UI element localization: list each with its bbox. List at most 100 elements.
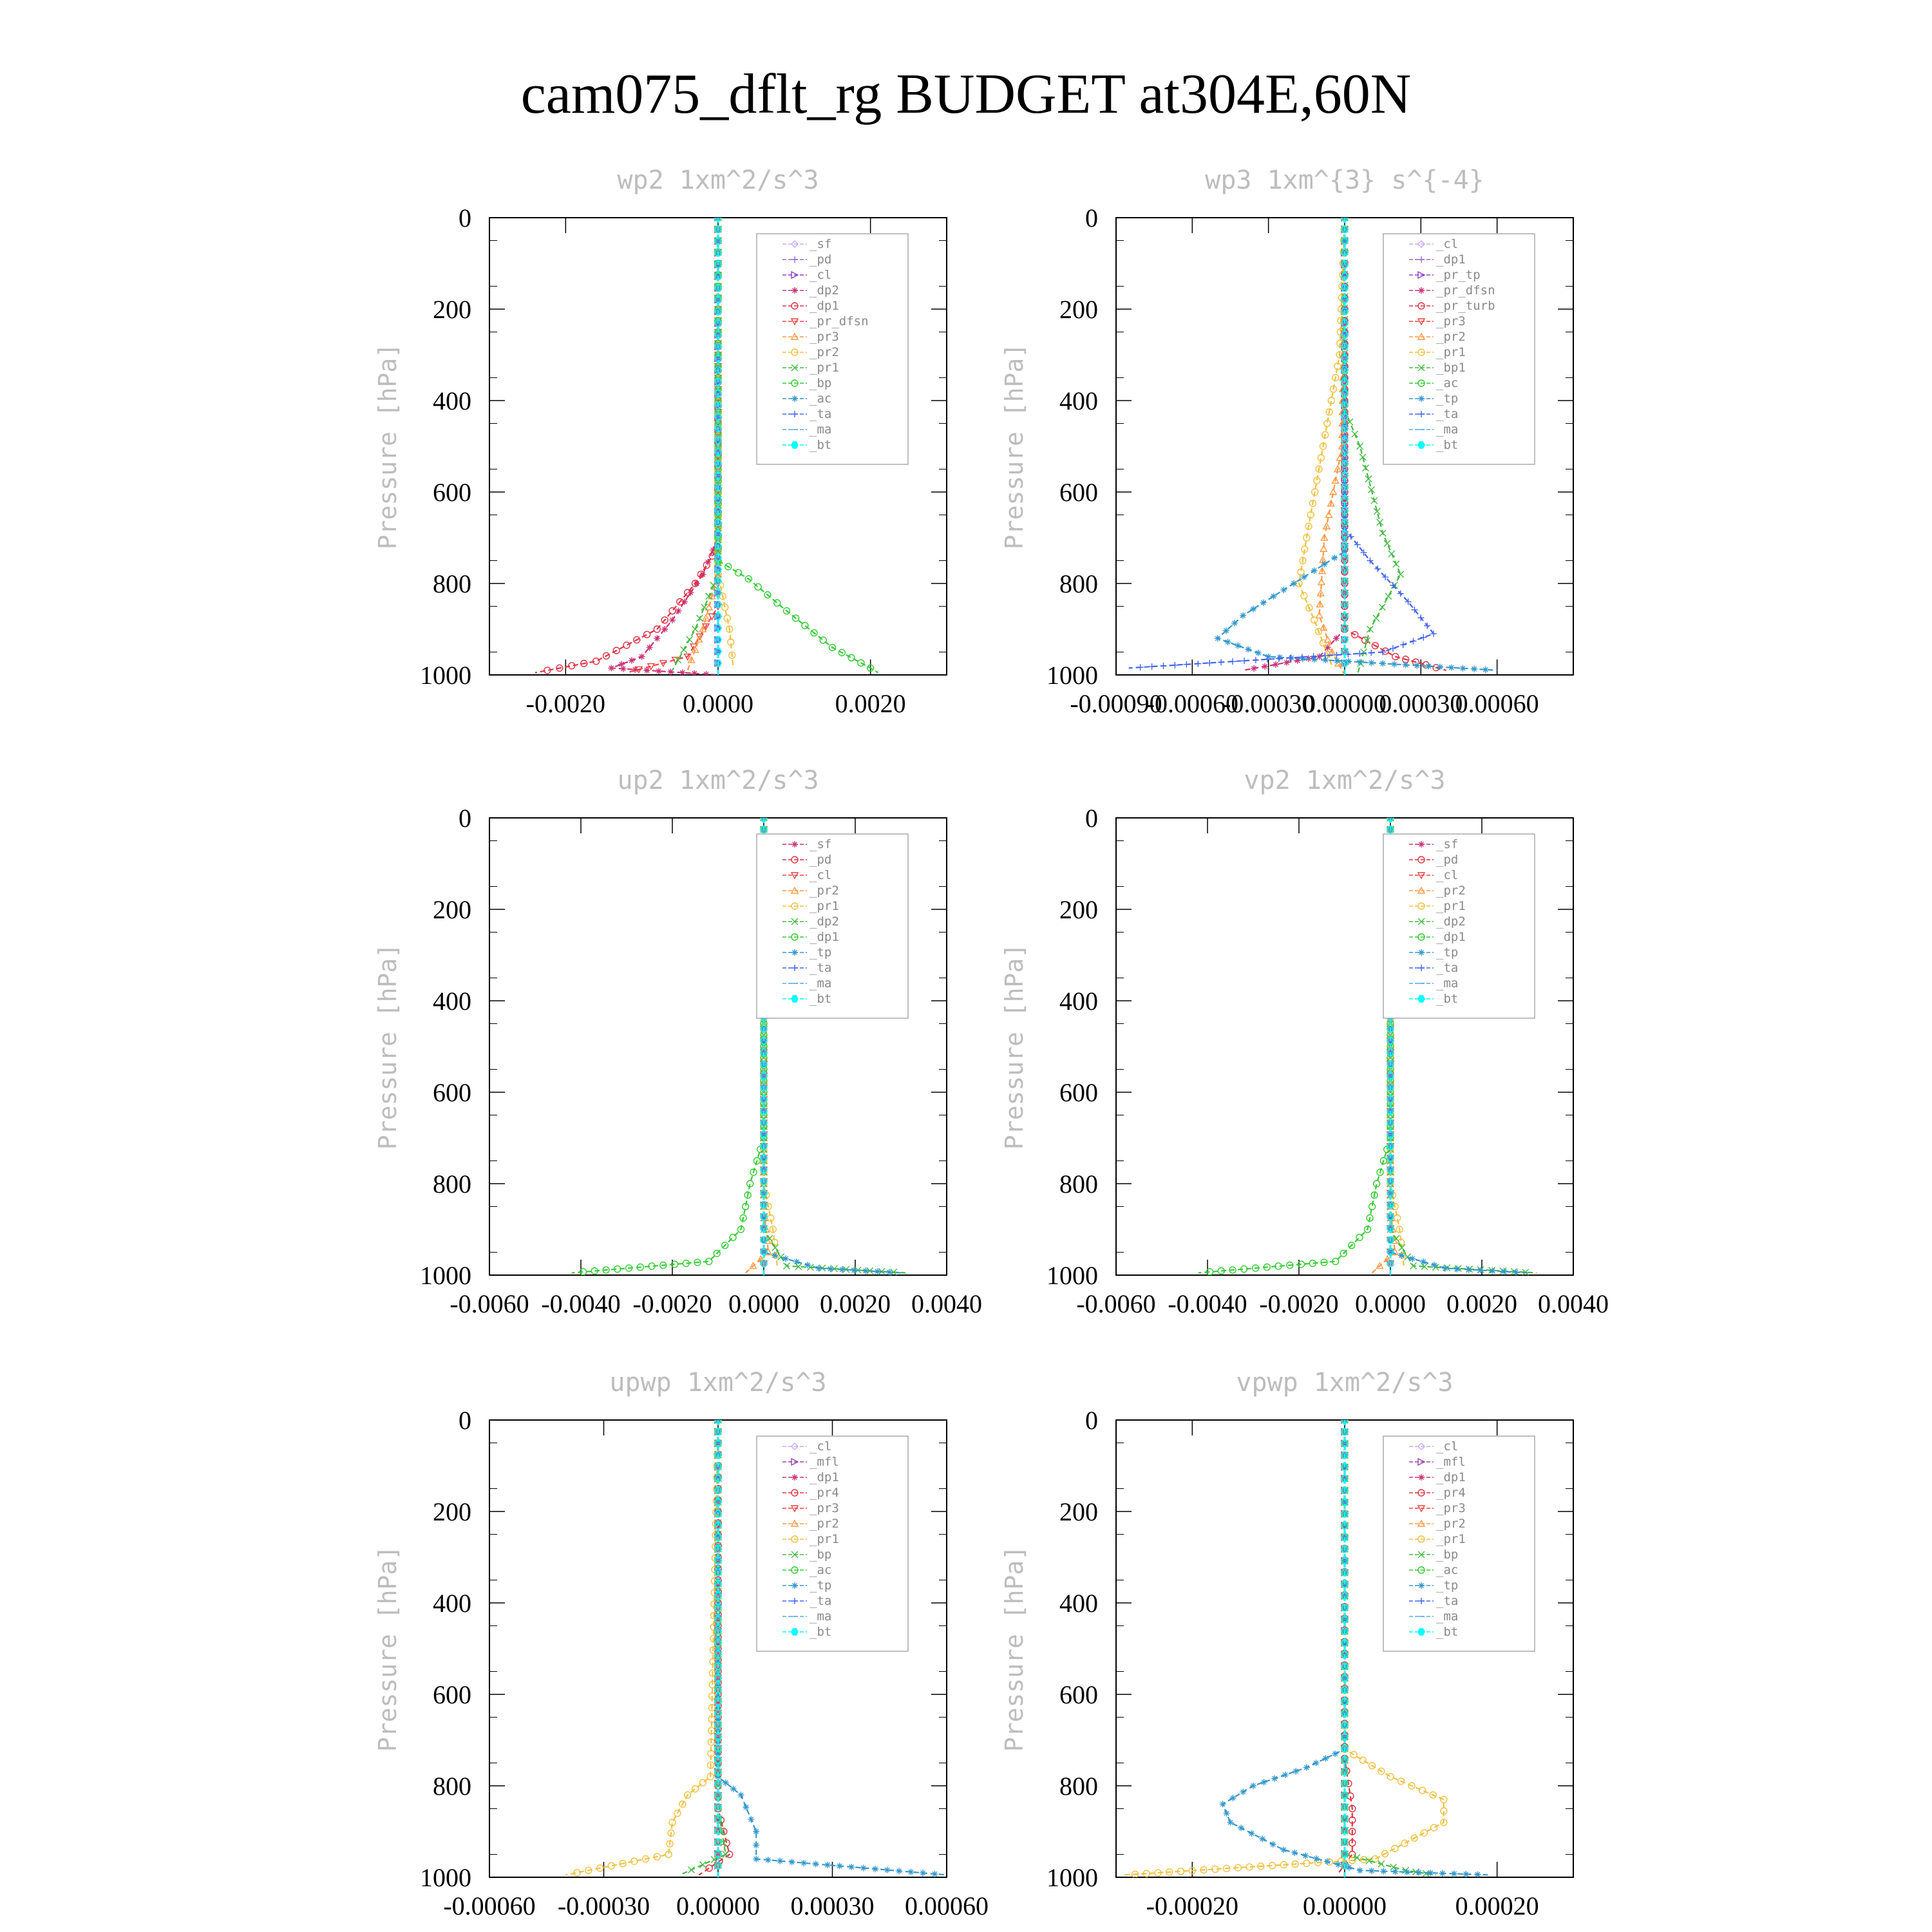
legend: _cl_mfl_dp1_pr4_pr3_pr2_pr1_bp_ac_tp_ta_… (756, 1435, 909, 1652)
legend-entry: _ac (810, 1563, 831, 1577)
x-tick-label: 0.00020 (1455, 1891, 1539, 1920)
chart-panel: wp3 1xm^{3} s^{-4} Pressure [hPa] 0 200 400 6… (1000, 166, 1574, 718)
panel-title: upwp 1xm^2/s^3 (609, 1368, 826, 1397)
x-tick-label: 0.00030 (791, 1891, 875, 1920)
legend-entry: _dp2 (810, 283, 839, 298)
legend-entry: _pd (1436, 853, 1458, 867)
legend-entry: _cl (810, 1439, 831, 1454)
series-group (1128, 218, 1497, 675)
series-line (687, 218, 719, 671)
y-tick-label: 1000 (1046, 661, 1098, 690)
legend-entry: _bp (810, 376, 831, 390)
legend-swatch-marker (1417, 1535, 1425, 1543)
y-tick-label: 600 (433, 1680, 471, 1709)
x-tick-label: 0.00060 (905, 1891, 989, 1920)
legend-swatch-marker (1417, 1443, 1425, 1450)
series-markers (1341, 1420, 1349, 1870)
legend-entry: _bp1 (1436, 361, 1466, 375)
legend-swatch-marker (1417, 856, 1425, 864)
x-tick-label: 0.0020 (820, 1289, 891, 1318)
legend-swatch-marker (1417, 933, 1425, 941)
y-tick-label: 200 (433, 1497, 471, 1526)
legend-entry: _mfl (1436, 1455, 1466, 1469)
legend-swatch-marker (1417, 1505, 1426, 1513)
legend-entry: _pr1 (1436, 899, 1466, 913)
legend-swatch-marker (1417, 886, 1426, 894)
legend-swatch-marker (1417, 379, 1425, 387)
legend-entry: _ma (1436, 422, 1458, 437)
legend-box (756, 1435, 909, 1652)
legend-box (756, 233, 909, 465)
legend-swatch-marker (1417, 995, 1425, 1003)
legend-entry: _pr2 (1436, 884, 1466, 898)
series-line (626, 218, 719, 674)
legend-swatch-marker (791, 918, 799, 925)
series-line (1389, 818, 1405, 1269)
x-tick-label: -0.00020 (1146, 1891, 1238, 1920)
legend-entry: _ta (810, 1594, 831, 1608)
x-tick-label: 0.0020 (1446, 1289, 1517, 1318)
y-tick-label: 800 (1059, 1772, 1098, 1801)
legend-entry: _pr3 (810, 330, 839, 344)
legend-entry: _pd (810, 853, 831, 867)
legend-swatch-marker (1418, 1598, 1425, 1604)
legend-swatch-marker (791, 441, 799, 449)
legend-entry: _ma (810, 422, 831, 437)
legend-entry: _pr3 (1436, 314, 1466, 328)
legend-entry: _dp2 (1436, 914, 1466, 929)
legend-entry: _dp1 (1436, 930, 1466, 944)
legend-swatch-marker (1418, 1582, 1425, 1589)
legend-entry: _bt (1436, 1625, 1458, 1639)
legend-entry: _bt (1436, 992, 1458, 1006)
y-tick-label: 400 (1059, 987, 1098, 1016)
y-tick-label: 1000 (1046, 1261, 1098, 1290)
panel-title: vpwp 1xm^2/s^3 (1236, 1368, 1453, 1397)
legend-box (756, 833, 909, 1019)
legend-swatch-marker (1417, 1628, 1425, 1636)
x-tick-label: 0.00060 (1455, 689, 1539, 718)
chart-panel: vpwp 1xm^2/s^3 Pressure [hPa] 0 200 400 600 80… (1000, 1368, 1574, 1920)
legend-entry: _bt (1436, 438, 1458, 452)
legend-swatch-marker (1418, 965, 1425, 971)
x-tick-label: 0.0040 (911, 1289, 982, 1318)
x-tick-label: 0.00000 (676, 1891, 760, 1920)
legend-entry: _ta (810, 407, 831, 421)
figure-title: cam075_dflt_rg BUDGET at304E,60N (521, 63, 1412, 126)
panel-title: wp3 1xm^{3} s^{-4} (1205, 166, 1484, 195)
legend-entry: _sf (810, 837, 831, 851)
legend-box (1383, 833, 1535, 1019)
legend-entry: _ac (810, 392, 831, 406)
legend-entry: _ma (1436, 976, 1458, 990)
y-tick-label: 1000 (420, 1261, 471, 1290)
y-tick-label: 400 (1059, 1589, 1098, 1618)
series-markers (544, 218, 722, 674)
legend-swatch-marker (791, 1598, 798, 1604)
series-line (762, 818, 902, 1274)
legend-swatch-marker (1418, 1474, 1425, 1481)
legend-swatch-marker (1417, 348, 1425, 356)
chart-panel: up2 1xm^2/s^3 Pressure [hPa] 0 200 400 600 800… (374, 766, 982, 1318)
legend-swatch-marker (791, 1489, 799, 1497)
y-axis-label: Pressure [hPa] (1000, 1546, 1028, 1752)
x-tick-label: 0.00000 (1303, 1891, 1387, 1920)
legend-swatch-marker (791, 240, 799, 248)
legend-entry: _bt (810, 438, 831, 452)
y-tick-label: 600 (433, 1078, 471, 1107)
legend-entry: _bp (810, 1548, 831, 1562)
plot-frame (489, 817, 947, 1276)
y-tick-label: 0 (459, 1406, 471, 1435)
x-tick-label: 0.00030 (1379, 689, 1463, 718)
legend-swatch-marker (1417, 918, 1425, 925)
plot-frame (1115, 817, 1574, 1276)
y-tick-label: 800 (433, 1772, 471, 1801)
chart-panel: upwp 1xm^2/s^3 Pressure [hPa] 0 200 400 600 80… (374, 1368, 989, 1920)
legend-swatch-marker (791, 949, 798, 956)
series-line (1336, 1420, 1353, 1876)
legend-swatch-marker (790, 318, 799, 326)
series-group (565, 1420, 947, 1877)
series-line (1318, 218, 1346, 675)
x-tick-label: 0.0000 (728, 1289, 799, 1318)
y-tick-label: 600 (1059, 478, 1098, 507)
y-tick-label: 800 (433, 1170, 471, 1198)
